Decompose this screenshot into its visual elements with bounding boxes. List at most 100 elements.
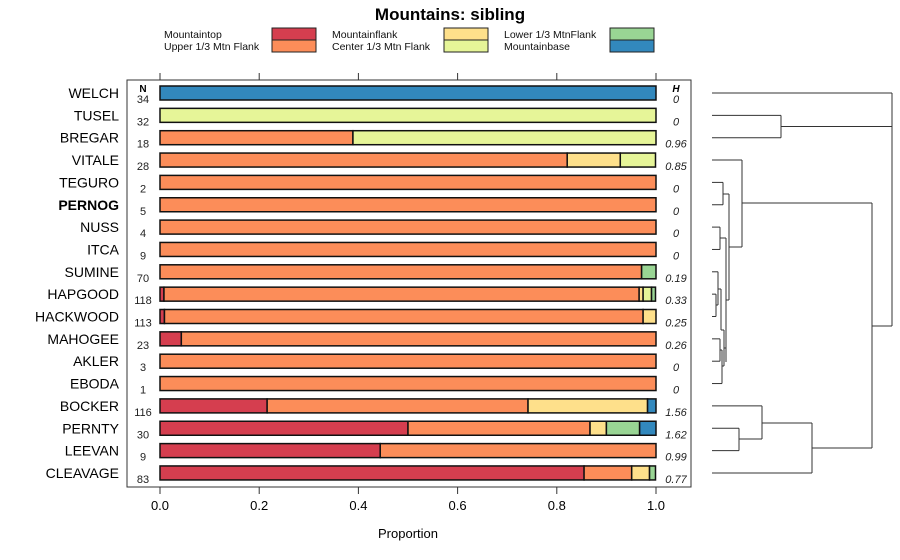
n-value: 9 bbox=[140, 250, 146, 262]
h-value: 0.96 bbox=[665, 139, 687, 151]
bar-segment bbox=[159, 107, 657, 124]
bar-row: TUSEL 32 0 bbox=[74, 107, 680, 128]
row-label: AKLER bbox=[73, 353, 119, 369]
h-value: 0.33 bbox=[665, 295, 687, 307]
n-value: 2 bbox=[140, 183, 146, 195]
bar-segment bbox=[619, 152, 657, 168]
bar-segment bbox=[589, 420, 608, 436]
bar-segment bbox=[379, 442, 657, 459]
row-label: PERNOG bbox=[58, 197, 119, 213]
row-label: WELCH bbox=[68, 85, 119, 101]
legend-label: Upper 1/3 Mtn Flank bbox=[164, 41, 260, 53]
bar-segment bbox=[159, 85, 657, 101]
bar-row: AKLER 3 0 bbox=[73, 353, 680, 374]
bar-segment bbox=[180, 331, 657, 347]
bar-row: NUSS 4 0 bbox=[80, 219, 680, 240]
x-tick-label: 0.0 bbox=[151, 498, 169, 513]
h-value: 0.26 bbox=[665, 340, 687, 352]
legend-swatch bbox=[609, 39, 655, 53]
bar-segment bbox=[527, 398, 649, 414]
h-value: 0.19 bbox=[665, 273, 686, 285]
bar-segment bbox=[159, 420, 409, 436]
h-value: 0 bbox=[673, 385, 680, 397]
bar-row: BREGAR 18 0.96 bbox=[60, 130, 688, 151]
row-label: EBODA bbox=[70, 376, 120, 392]
row-label: BOCKER bbox=[60, 398, 119, 414]
bar-segment bbox=[159, 219, 657, 235]
bar-segment bbox=[159, 241, 657, 258]
bar-row: PERNOG 5 0 bbox=[58, 197, 680, 218]
legend-label: Lower 1/3 MtnFlank bbox=[504, 29, 597, 41]
dendrogram bbox=[712, 92, 893, 474]
bar-segment bbox=[159, 264, 643, 280]
bar-segment bbox=[159, 375, 657, 392]
n-value: 34 bbox=[137, 94, 149, 106]
n-value: 28 bbox=[137, 161, 149, 173]
n-value: 30 bbox=[137, 429, 149, 441]
n-value: 9 bbox=[140, 452, 146, 464]
bar-segment bbox=[159, 174, 657, 191]
x-tick-label: 1.0 bbox=[647, 498, 665, 513]
x-tick-label: 0.6 bbox=[449, 498, 467, 513]
bar-segment bbox=[642, 308, 657, 325]
h-value: 0.77 bbox=[665, 474, 687, 486]
legend-swatch bbox=[271, 39, 317, 53]
bar-row: SUMINE 70 0.19 bbox=[65, 264, 687, 285]
bar-segment bbox=[266, 398, 529, 414]
bar-row: MAHOGEE 23 0.26 bbox=[47, 331, 687, 352]
h-value: 0 bbox=[673, 206, 680, 218]
n-value: 70 bbox=[137, 273, 149, 285]
n-value: 83 bbox=[137, 474, 149, 486]
row-label: BREGAR bbox=[60, 130, 119, 146]
bar-segment bbox=[407, 420, 591, 436]
h-value: 0 bbox=[673, 94, 680, 106]
legend-swatch bbox=[271, 27, 317, 41]
bar-segment bbox=[630, 465, 651, 481]
bar-segment bbox=[352, 129, 657, 146]
bar-row: CLEAVAGE 83 0.77 bbox=[46, 465, 688, 486]
bar-segment bbox=[159, 197, 657, 213]
n-value: 118 bbox=[134, 295, 152, 307]
bar-row: HAPGOOD 118 0.33 bbox=[47, 286, 687, 307]
row-label: PERNTY bbox=[62, 420, 119, 436]
h-value: 0 bbox=[673, 116, 680, 128]
row-label: HAPGOOD bbox=[47, 286, 119, 302]
bar-row: BOCKER 116 1.56 bbox=[60, 398, 688, 419]
bar-segment bbox=[159, 331, 183, 347]
row-label: MAHOGEE bbox=[47, 331, 119, 347]
bar-segment bbox=[159, 398, 268, 414]
plot-frame bbox=[126, 79, 692, 488]
h-value: 0.99 bbox=[665, 452, 686, 464]
n-value: 23 bbox=[137, 340, 149, 352]
n-value: 113 bbox=[134, 318, 152, 330]
row-label: ITCA bbox=[87, 241, 120, 257]
h-value: 0 bbox=[673, 183, 680, 195]
n-value: 3 bbox=[140, 362, 146, 374]
bar-segment bbox=[159, 442, 381, 459]
n-header: N bbox=[139, 84, 146, 95]
bar-row: EBODA 1 0 bbox=[70, 376, 680, 397]
legend-label: Mountainbase bbox=[504, 41, 570, 53]
h-value: 0.25 bbox=[665, 318, 687, 330]
row-label: CLEAVAGE bbox=[46, 465, 119, 481]
h-value: 1.62 bbox=[665, 429, 686, 441]
x-tick-label: 0.4 bbox=[349, 498, 367, 513]
row-label: TEGURO bbox=[59, 174, 119, 190]
n-value: 1 bbox=[140, 385, 146, 397]
n-value: 32 bbox=[137, 116, 149, 128]
bar-segment bbox=[159, 353, 657, 369]
x-tick-label: 0.8 bbox=[548, 498, 566, 513]
bar-segment bbox=[163, 308, 644, 325]
n-value: 5 bbox=[140, 206, 146, 218]
chart-title: Mountains: sibling bbox=[375, 5, 525, 24]
row-label: LEEVAN bbox=[65, 443, 119, 459]
bar-row: TEGURO 2 0 bbox=[59, 174, 680, 195]
row-label: VITALE bbox=[72, 152, 119, 168]
row-label: TUSEL bbox=[74, 107, 119, 123]
bar-row: WELCH 34 0 bbox=[68, 85, 680, 106]
h-value: 0 bbox=[673, 228, 680, 240]
n-value: 116 bbox=[134, 407, 152, 419]
n-value: 4 bbox=[140, 228, 146, 240]
